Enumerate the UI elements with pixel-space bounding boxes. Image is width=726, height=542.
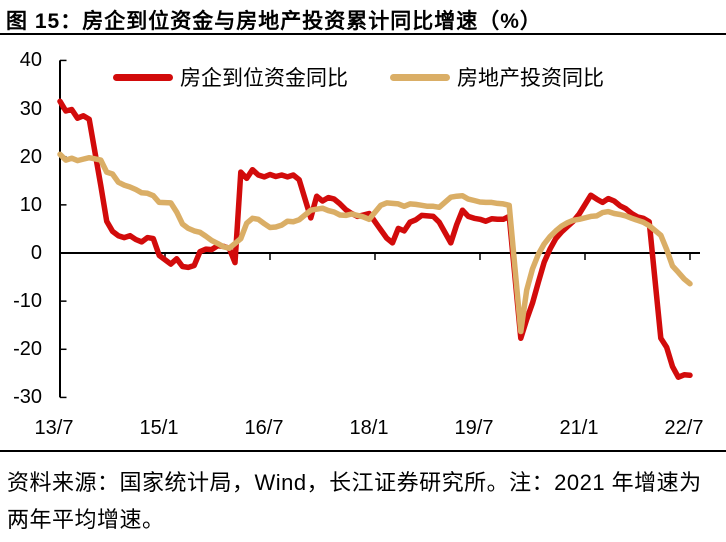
title-divider (0, 33, 726, 35)
series-line-0 (57, 98, 693, 380)
source-note: 资料来源：国家统计局，Wind，长江证券研究所。注：2021 年增速为两年平均增… (7, 470, 702, 532)
chart-area: 房企到位资金同比 房地产投资同比 40 30 20 10 0 -10 -20 -30 13/7… (0, 40, 726, 452)
y-tick-label: -20 (13, 338, 42, 361)
x-tick-label: 16/7 (244, 417, 284, 439)
x-tick-label: 19/7 (454, 417, 494, 439)
chart-bottom-divider (0, 450, 726, 452)
chart-legend: 房企到位资金同比 房地产投资同比 (113, 62, 604, 92)
y-tick-label: -10 (13, 290, 42, 313)
y-tick-label: 10 (19, 193, 42, 216)
legend-line-funds-icon (113, 73, 173, 81)
y-tick-label: 30 (19, 97, 42, 120)
figure-title: 图 15：房企到位资金与房地产投资累计同比增速（%） (6, 10, 542, 33)
x-tick-label: 18/1 (349, 417, 389, 439)
legend-line-investment-icon (390, 73, 450, 81)
x-tick-label: 21/1 (559, 417, 599, 439)
legend-item-funds: 房企到位资金同比 (113, 62, 348, 92)
x-tick-label: 15/1 (139, 417, 179, 439)
series-line-1 (57, 151, 693, 335)
y-tick-label: 0 (30, 242, 42, 264)
y-tick-label: 40 (19, 49, 42, 72)
line-plot (57, 59, 700, 399)
y-tick-label: 20 (19, 145, 42, 168)
legend-label-investment: 房地产投资同比 (457, 67, 604, 90)
y-tick-label: -30 (13, 386, 42, 409)
legend-item-investment: 房地产投资同比 (390, 62, 604, 92)
x-tick-label: 13/7 (34, 417, 74, 439)
x-tick-label: 22/7 (664, 417, 704, 439)
legend-label-funds: 房企到位资金同比 (180, 67, 348, 90)
